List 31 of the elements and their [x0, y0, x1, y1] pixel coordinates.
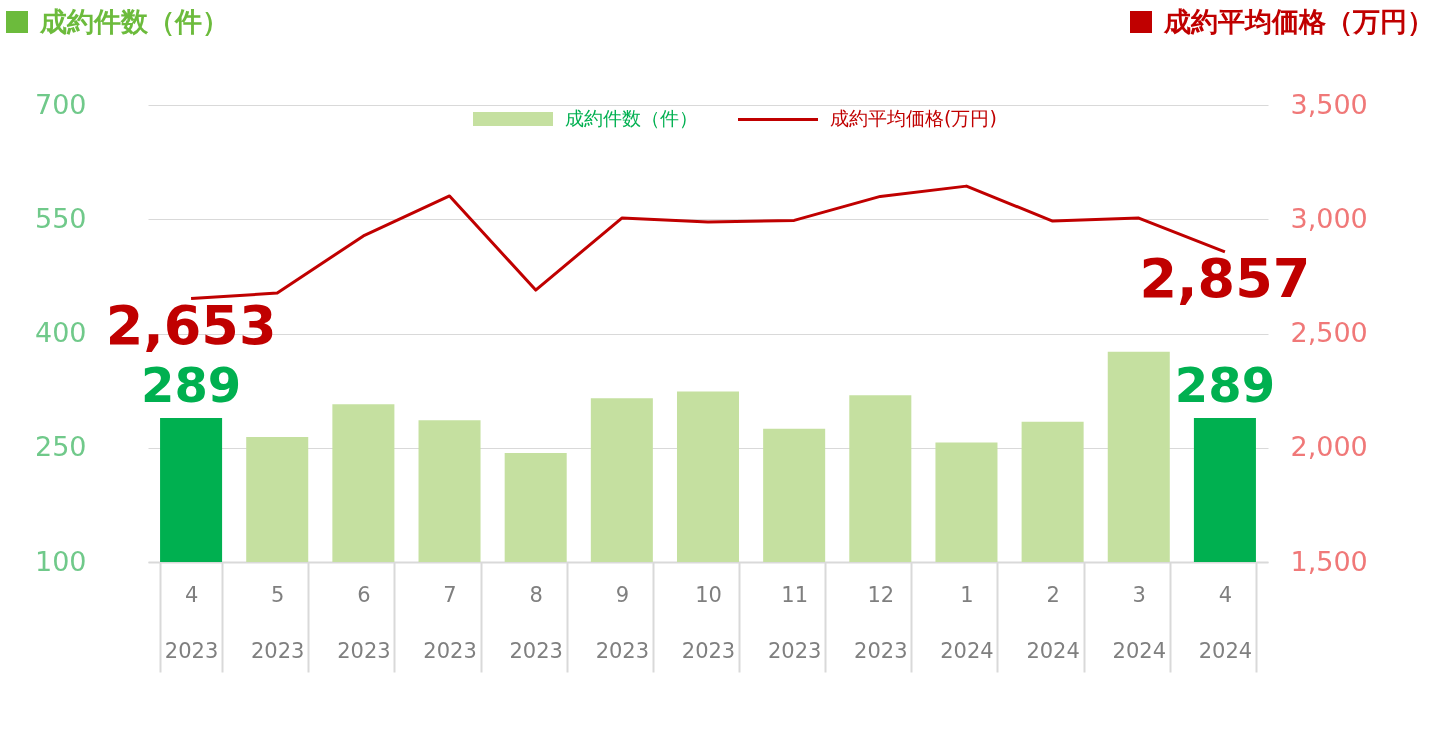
y-tick-label: 250 — [34, 431, 87, 463]
category-label: 4 2024 — [1198, 582, 1253, 663]
y2-tick-label: 3,500 — [1290, 88, 1368, 120]
data-label: 289 — [1174, 357, 1276, 414]
y2-tick-label: 2,500 — [1290, 317, 1368, 348]
legend-label: 成約平均価格(万円) — [830, 106, 997, 131]
category-label: 8 2023 — [509, 582, 563, 663]
category-label: 6 2023 — [337, 582, 391, 663]
y-tick-label: 100 — [34, 545, 87, 577]
y2-tick-label: 1,500 — [1290, 545, 1368, 577]
category-label: 10 2023 — [681, 582, 736, 663]
y-tick-label: 550 — [34, 202, 87, 234]
y2-tick-label: 2,000 — [1290, 431, 1368, 463]
legend-label: 成約件数（件） — [565, 106, 699, 131]
category-label: 11 2023 — [767, 582, 822, 663]
category-label: 4 2023 — [164, 582, 219, 663]
y-tick-label: 700 — [34, 88, 87, 120]
category-label: 12 2023 — [854, 582, 908, 663]
data-label: 2,653 — [105, 293, 277, 357]
category-label: 5 2023 — [251, 582, 305, 663]
y2-tick-label: 3,000 — [1290, 202, 1368, 234]
category-label: 1 2024 — [940, 582, 994, 663]
y-tick-label: 400 — [34, 317, 87, 348]
category-label: 3 2024 — [1112, 582, 1166, 663]
category-label: 2 2024 — [1026, 582, 1080, 663]
category-label: 9 2023 — [595, 582, 650, 663]
data-label: 289 — [140, 357, 242, 414]
data-label: 2,857 — [1139, 246, 1311, 310]
category-label: 7 2023 — [423, 582, 477, 663]
y-axis-title: 成約件数（件） — [40, 5, 229, 39]
y2-axis-title: 成約平均価格（万円） — [1164, 5, 1434, 39]
